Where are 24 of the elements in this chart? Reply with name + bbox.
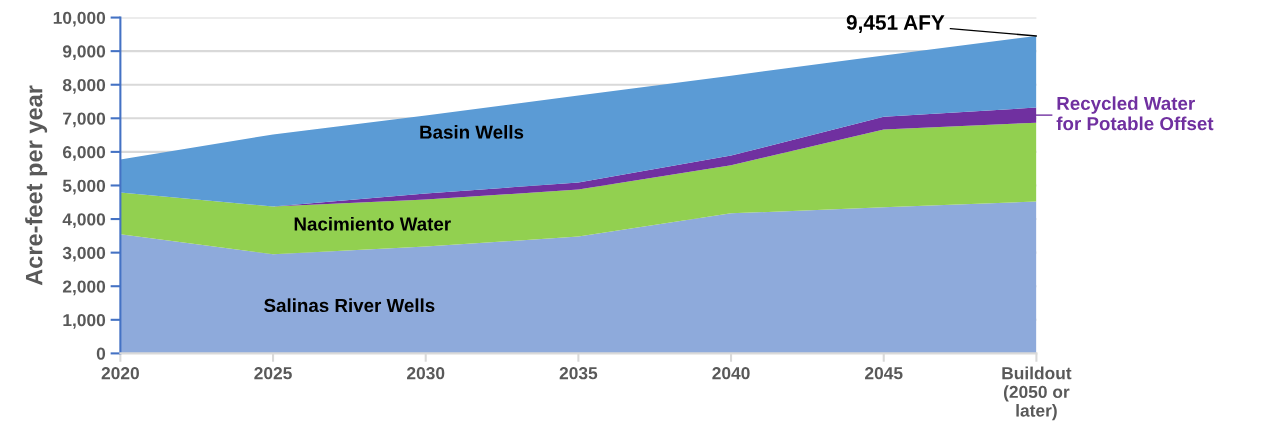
x-tick-label: 2045 xyxy=(865,367,903,380)
series-label: Nacimiento Water xyxy=(294,216,451,231)
x-tick-label: 2040 xyxy=(712,367,750,380)
y-tick-label: 2,000 xyxy=(62,280,106,296)
legend-label: Recycled Water for Potable Offset xyxy=(1056,96,1214,131)
x-tick-label: 2025 xyxy=(254,367,292,380)
x-tick-label: Buildout (2050 or later) xyxy=(1002,366,1072,421)
y-tick-label: 6,000 xyxy=(62,146,106,161)
y-tick-label: 9,000 xyxy=(62,45,106,61)
y-tick-label: 4,000 xyxy=(62,213,106,229)
y-tick-label: 8,000 xyxy=(62,78,106,94)
series-label: Basin Wells xyxy=(420,125,524,139)
y-axis-title: Acre-feet per year xyxy=(25,85,48,286)
x-tick-label: 2035 xyxy=(559,367,598,380)
series-label: Salinas River Wells xyxy=(264,298,435,313)
y-tick-label: 5,000 xyxy=(62,179,106,195)
y-tick-label: 10,000 xyxy=(53,11,106,27)
x-tick-label: 2020 xyxy=(101,367,139,380)
y-tick-label: 0 xyxy=(96,347,106,360)
y-tick-label: 7,000 xyxy=(63,112,106,128)
y-tick-label: 1,000 xyxy=(63,313,106,329)
annotation: 9,451 AFY xyxy=(846,15,945,33)
y-tick-label: 3,000 xyxy=(62,246,106,262)
x-tick-label: 2030 xyxy=(407,367,445,380)
